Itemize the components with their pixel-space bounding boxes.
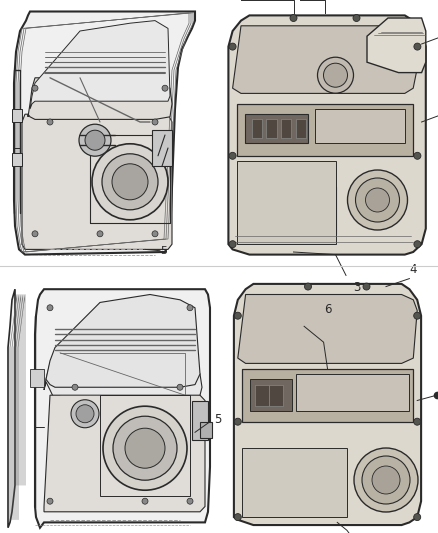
Polygon shape (367, 18, 426, 72)
Polygon shape (314, 109, 405, 143)
Circle shape (92, 144, 168, 220)
Polygon shape (14, 12, 195, 255)
Circle shape (85, 130, 105, 150)
Polygon shape (44, 353, 202, 400)
Circle shape (414, 241, 421, 248)
Circle shape (414, 152, 421, 159)
Circle shape (372, 466, 400, 494)
Circle shape (187, 305, 193, 311)
Polygon shape (46, 295, 200, 387)
Polygon shape (22, 114, 172, 249)
Circle shape (229, 43, 236, 50)
Circle shape (365, 188, 389, 212)
Polygon shape (255, 385, 269, 406)
Circle shape (76, 405, 94, 423)
Circle shape (347, 170, 407, 230)
Polygon shape (238, 295, 417, 364)
Circle shape (414, 312, 421, 319)
Polygon shape (266, 119, 277, 138)
Polygon shape (233, 26, 422, 93)
Circle shape (102, 154, 158, 210)
Circle shape (47, 305, 53, 311)
Circle shape (414, 418, 421, 425)
Polygon shape (296, 119, 306, 138)
Polygon shape (12, 109, 22, 122)
Polygon shape (28, 78, 172, 119)
Polygon shape (30, 21, 170, 109)
Circle shape (414, 43, 421, 50)
Circle shape (47, 119, 53, 125)
Circle shape (234, 514, 241, 521)
Circle shape (103, 406, 187, 490)
Polygon shape (200, 422, 212, 438)
Polygon shape (30, 369, 44, 387)
Circle shape (356, 178, 399, 222)
Circle shape (187, 498, 193, 504)
Circle shape (97, 231, 103, 237)
Circle shape (354, 448, 418, 512)
Circle shape (290, 14, 297, 21)
Circle shape (71, 400, 99, 428)
Text: 5: 5 (160, 246, 167, 256)
Polygon shape (245, 114, 308, 143)
Polygon shape (251, 119, 262, 138)
Text: 3: 3 (353, 280, 360, 294)
Circle shape (142, 498, 148, 504)
Polygon shape (250, 379, 293, 411)
Polygon shape (281, 119, 291, 138)
Circle shape (47, 498, 53, 504)
Polygon shape (241, 187, 336, 234)
Circle shape (125, 428, 165, 468)
Circle shape (318, 57, 353, 93)
Circle shape (229, 152, 236, 159)
Circle shape (363, 283, 370, 290)
Polygon shape (269, 385, 283, 406)
Polygon shape (234, 284, 421, 525)
Circle shape (177, 384, 183, 390)
Circle shape (32, 231, 38, 237)
Circle shape (113, 416, 177, 480)
Circle shape (234, 312, 241, 319)
Polygon shape (44, 395, 205, 512)
Polygon shape (296, 374, 410, 411)
Polygon shape (12, 153, 22, 166)
Text: 4: 4 (410, 263, 417, 276)
Circle shape (304, 283, 311, 290)
Circle shape (362, 456, 410, 504)
Polygon shape (35, 289, 210, 528)
Circle shape (79, 124, 111, 156)
Circle shape (162, 85, 168, 91)
Circle shape (112, 164, 148, 200)
Circle shape (72, 384, 78, 390)
Circle shape (152, 231, 158, 237)
Text: 5: 5 (214, 413, 221, 425)
Polygon shape (237, 161, 336, 244)
Polygon shape (242, 448, 347, 517)
Circle shape (229, 241, 236, 248)
Circle shape (324, 63, 347, 87)
Circle shape (32, 85, 38, 91)
Circle shape (234, 418, 241, 425)
Polygon shape (192, 400, 208, 440)
Polygon shape (237, 104, 413, 156)
Polygon shape (152, 130, 172, 166)
Circle shape (414, 514, 421, 521)
Polygon shape (242, 369, 413, 422)
Circle shape (353, 14, 360, 21)
Circle shape (152, 119, 158, 125)
Polygon shape (228, 15, 426, 255)
Polygon shape (8, 289, 15, 528)
Text: 6: 6 (324, 303, 331, 316)
